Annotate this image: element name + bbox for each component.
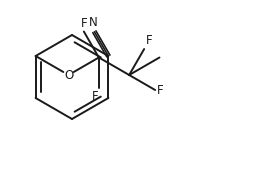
Text: F: F bbox=[146, 34, 153, 47]
Text: F: F bbox=[157, 83, 164, 96]
Text: O: O bbox=[64, 68, 73, 82]
Text: F: F bbox=[91, 89, 98, 103]
Text: N: N bbox=[89, 16, 98, 29]
Text: F: F bbox=[81, 17, 87, 30]
